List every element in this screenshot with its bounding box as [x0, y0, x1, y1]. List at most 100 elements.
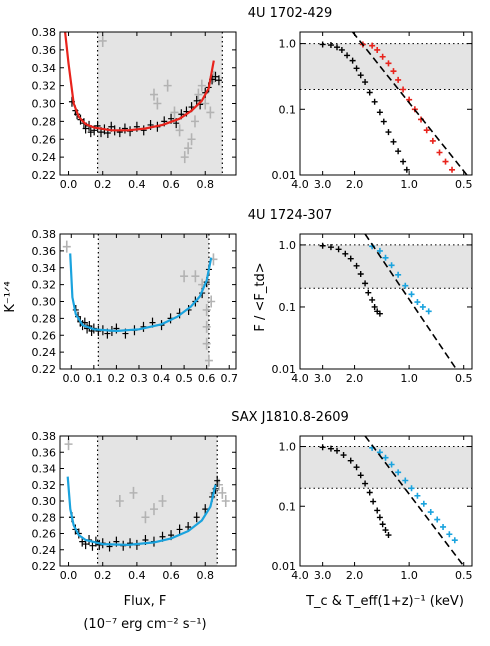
- left-ylabel: K⁻¹ᐟ⁴: [3, 281, 18, 312]
- y-tick-label: 0.32: [32, 279, 57, 292]
- y-tick-label: 0.32: [32, 80, 57, 93]
- axes-frame: [299, 435, 473, 567]
- x-tick-label: 0.2: [94, 569, 112, 582]
- x-tick-label: 0.6: [162, 569, 180, 582]
- colored-point: [440, 523, 447, 530]
- black-point: [335, 246, 342, 253]
- grey-point: [190, 115, 199, 128]
- dashed-line: [351, 31, 468, 176]
- colored-point: [385, 60, 392, 67]
- x-tick-label: 0.6: [162, 178, 180, 191]
- grey-point: [184, 142, 193, 155]
- shaded-band: [98, 234, 209, 369]
- x-tick-label: 0.8: [196, 178, 214, 191]
- colored-point: [436, 149, 443, 156]
- y-tick-label: 0.38: [32, 430, 57, 443]
- x-tick-label: 0.4: [128, 178, 146, 191]
- y-tick-label: 0.1: [279, 500, 297, 513]
- black-point: [319, 444, 326, 451]
- black-point: [338, 46, 345, 53]
- black-point: [357, 270, 364, 277]
- grey-point: [180, 151, 189, 164]
- colored-point: [419, 303, 426, 310]
- black-point: [382, 527, 389, 534]
- x-tick-label: 2.0: [346, 178, 364, 191]
- black-point: [214, 475, 221, 486]
- black-point: [365, 289, 372, 296]
- y-tick-label: 0.01: [272, 560, 297, 573]
- black-point: [357, 472, 364, 479]
- x-tick-label: 3.0: [314, 569, 332, 582]
- fit-curve: [66, 476, 217, 547]
- grey-point: [175, 124, 184, 137]
- panel-flux-4: 0.22 0.24 0.26 0.28 0.30 0.32 0.34 0.36 0.38 0.0 0…: [32, 430, 237, 582]
- x-tick-label: 0.0: [60, 569, 78, 582]
- black-point: [106, 541, 113, 552]
- dashed-line: [364, 233, 457, 370]
- x-tick-label: 0.4: [128, 569, 146, 582]
- y-tick-label: 0.22: [32, 169, 57, 182]
- colored-point: [446, 531, 453, 538]
- y-tick-label: 0.34: [32, 463, 57, 476]
- colored-point: [414, 299, 421, 306]
- x-tick-label: 0.0: [60, 178, 78, 191]
- x-tick-label: 0.6: [198, 372, 216, 385]
- colored-point: [400, 86, 407, 93]
- black-point: [176, 524, 183, 535]
- y-tick-label: 0.28: [32, 312, 57, 325]
- x-tick-label: 0.5: [455, 569, 473, 582]
- x-tick-label: 0.4: [153, 372, 171, 385]
- black-point: [334, 44, 341, 51]
- black-point: [319, 41, 326, 48]
- grey-point: [202, 337, 211, 350]
- x-tick-label: 1.0: [400, 178, 418, 191]
- y-tick-label: 0.38: [32, 26, 57, 39]
- fit-curve: [69, 253, 213, 333]
- black-point: [395, 148, 402, 155]
- x-tick-label: 0.7: [220, 372, 238, 385]
- colored-point: [388, 262, 395, 269]
- x-tick-label: 0.1: [85, 372, 103, 385]
- black-point: [400, 158, 407, 165]
- title-4u1702: 4U 1702-429: [248, 6, 333, 21]
- black-point: [347, 255, 354, 262]
- black-point: [140, 125, 147, 136]
- grey-point: [141, 511, 150, 524]
- left-xlabel: Flux, F: [124, 594, 167, 609]
- y-tick-label: 0.30: [32, 495, 57, 508]
- grey-point: [129, 486, 138, 499]
- y-tick-label: 0.24: [32, 544, 57, 557]
- y-tick-label: 1.0: [279, 38, 297, 51]
- black-point: [202, 504, 209, 515]
- black-point: [371, 98, 378, 105]
- colored-point: [429, 137, 436, 144]
- black-point: [347, 457, 354, 464]
- black-point: [376, 514, 383, 521]
- black-point: [87, 127, 94, 138]
- grey-point: [163, 79, 172, 92]
- black-point: [116, 127, 123, 138]
- shaded-band: [97, 436, 218, 566]
- black-point: [385, 129, 392, 136]
- y-tick-label: 0.38: [32, 228, 57, 241]
- colored-point: [408, 485, 415, 492]
- grey-point: [194, 88, 203, 101]
- grey-point: [187, 133, 196, 146]
- x-tick-label: 4.0: [291, 178, 309, 191]
- x-tick-label: 1.0: [400, 372, 418, 385]
- grey-point: [153, 97, 162, 110]
- panel-flux-0: 0.22 0.24 0.26 0.28 0.30 0.32 0.34 0.36 0.38 0.0 0…: [32, 26, 237, 191]
- grey-point: [115, 495, 124, 507]
- black-point: [371, 303, 378, 310]
- black-point: [334, 447, 341, 454]
- black-point: [319, 242, 326, 249]
- x-tick-label: 0.0: [63, 372, 81, 385]
- black-point: [193, 95, 200, 106]
- y-tick-label: 0.22: [32, 363, 57, 376]
- grey-point: [202, 303, 211, 316]
- title-sax: SAX J1810.8-2609: [231, 410, 349, 425]
- x-tick-label: 0.5: [175, 372, 193, 385]
- colored-point: [408, 291, 415, 298]
- black-point: [357, 72, 364, 79]
